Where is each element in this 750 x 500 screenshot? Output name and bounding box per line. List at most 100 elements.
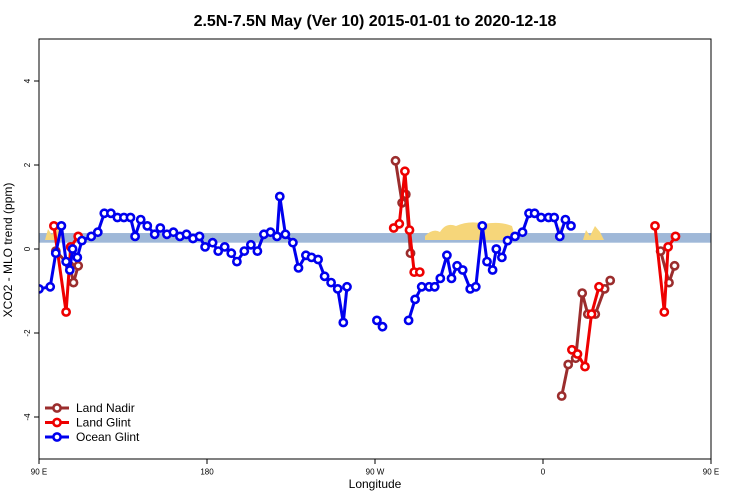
- x-axis-title: Longitude: [349, 477, 402, 491]
- legend-item-ocean-glint: Ocean Glint: [45, 430, 140, 444]
- data-point-ocean-glint: [435, 273, 446, 284]
- data-point-ocean-glint: [168, 227, 179, 238]
- y-tick-label: 4: [23, 78, 32, 83]
- data-point-ocean-glint: [92, 227, 103, 238]
- data-point-ocean-glint: [502, 235, 513, 246]
- data-point-land-glint: [61, 307, 71, 317]
- data-point-land-glint: [404, 225, 415, 235]
- data-point-land-nadir: [743, 250, 750, 257]
- series-land-glint: [49, 166, 740, 372]
- data-point-ocean-glint: [332, 283, 343, 294]
- data-point-land-nadir: [563, 359, 574, 370]
- legend-swatch-marker: [52, 417, 62, 428]
- data-point-ocean-glint: [549, 212, 560, 223]
- data-point-ocean-glint: [213, 246, 224, 256]
- band-land-patch: [425, 222, 516, 240]
- band-land-patch: [583, 226, 604, 240]
- data-point-land-glint: [733, 269, 740, 276]
- x-tick-label: 0: [541, 468, 546, 477]
- series-line-land-nadir: [560, 279, 612, 397]
- series-line-land-glint: [653, 225, 677, 314]
- data-point-ocean-glint: [566, 220, 576, 231]
- data-point-ocean-glint: [338, 317, 349, 328]
- data-point-ocean-glint: [86, 231, 97, 242]
- data-point-ocean-glint: [265, 227, 276, 238]
- data-point-ocean-glint: [149, 229, 160, 240]
- data-point-ocean-glint: [287, 237, 298, 248]
- data-point-ocean-glint: [371, 315, 382, 326]
- y-tick-label: 0: [23, 246, 32, 251]
- data-point-land-glint: [394, 218, 405, 229]
- data-point-land-nadir: [390, 155, 401, 166]
- y-axis-title: XCO2 - MLO trend (ppm): [1, 183, 15, 318]
- data-point-land-nadir: [556, 391, 567, 401]
- data-point-land-glint: [724, 222, 731, 229]
- legend-label: Land Glint: [76, 416, 131, 430]
- data-point-land-glint: [586, 309, 597, 319]
- data-point-land-nadir: [68, 277, 79, 288]
- x-tick-label: 90 E: [31, 468, 47, 477]
- data-point-land-glint: [49, 220, 59, 231]
- data-point-ocean-glint: [326, 277, 336, 288]
- x-axis: 90 E 180 90 W 0 90 E: [31, 459, 719, 477]
- legend-item-land-glint: Land Glint: [45, 416, 131, 430]
- data-point-ocean-glint: [342, 281, 352, 292]
- data-point-land-glint: [414, 267, 425, 277]
- data-point-land-glint: [650, 220, 660, 231]
- data-point-ocean-glint: [155, 223, 166, 233]
- data-point-ocean-glint: [280, 229, 291, 240]
- legend-swatch-marker: [52, 403, 62, 413]
- data-point-ocean-glint: [252, 246, 263, 256]
- series-line-land-glint: [728, 226, 736, 272]
- data-point-ocean-glint: [181, 229, 192, 240]
- data-point-land-nadir: [735, 191, 742, 198]
- data-point-ocean-glint: [446, 273, 457, 284]
- data-point-ocean-glint: [487, 265, 498, 275]
- data-point-ocean-glint: [239, 246, 250, 256]
- data-point-ocean-glint: [61, 256, 71, 267]
- data-point-land-nadir: [73, 260, 84, 271]
- data-point-ocean-glint: [231, 256, 242, 267]
- legend-swatch-marker: [52, 432, 62, 442]
- data-point-ocean-glint: [536, 212, 546, 223]
- data-point-ocean-glint: [274, 191, 285, 202]
- data-point-ocean-glint: [554, 231, 565, 242]
- data-point-ocean-glint: [482, 256, 492, 267]
- data-point-ocean-glint: [106, 208, 116, 219]
- data-point-land-glint: [670, 231, 681, 242]
- y-tick-label: 2: [23, 162, 32, 167]
- data-point-ocean-glint: [441, 250, 452, 261]
- data-point-land-nadir: [726, 157, 733, 164]
- data-point-ocean-glint: [245, 239, 256, 250]
- series-line-ocean-glint: [39, 195, 349, 324]
- data-point-land-glint: [580, 361, 590, 372]
- data-point-land-nadir: [577, 288, 588, 298]
- data-point-land-nadir: [669, 260, 680, 271]
- data-point-ocean-glint: [293, 262, 304, 273]
- data-point-ocean-glint: [67, 244, 78, 254]
- data-point-ocean-glint: [50, 248, 61, 259]
- x-tick-label: 90 E: [703, 468, 719, 477]
- data-point-ocean-glint: [219, 241, 230, 252]
- data-point-ocean-glint: [496, 252, 507, 263]
- data-point-ocean-glint: [130, 231, 140, 242]
- data-point-land-glint: [594, 281, 604, 292]
- data-point-ocean-glint: [517, 227, 528, 238]
- data-point-ocean-glint: [272, 231, 282, 242]
- data-point-land-glint: [663, 241, 673, 252]
- data-point-ocean-glint: [470, 281, 481, 292]
- data-point-ocean-glint: [319, 271, 330, 282]
- data-point-ocean-glint: [56, 220, 67, 231]
- data-point-ocean-glint: [207, 237, 218, 248]
- data-point-ocean-glint: [226, 248, 237, 259]
- data-point-ocean-glint: [457, 265, 468, 275]
- data-point-ocean-glint: [429, 281, 440, 292]
- legend-label: Ocean Glint: [76, 430, 140, 444]
- data-point-ocean-glint: [135, 214, 146, 225]
- y-tick-label: -4: [23, 413, 32, 421]
- data-point-ocean-glint: [64, 265, 75, 275]
- data-point-ocean-glint: [77, 235, 87, 246]
- series-ocean-glint: [39, 191, 576, 332]
